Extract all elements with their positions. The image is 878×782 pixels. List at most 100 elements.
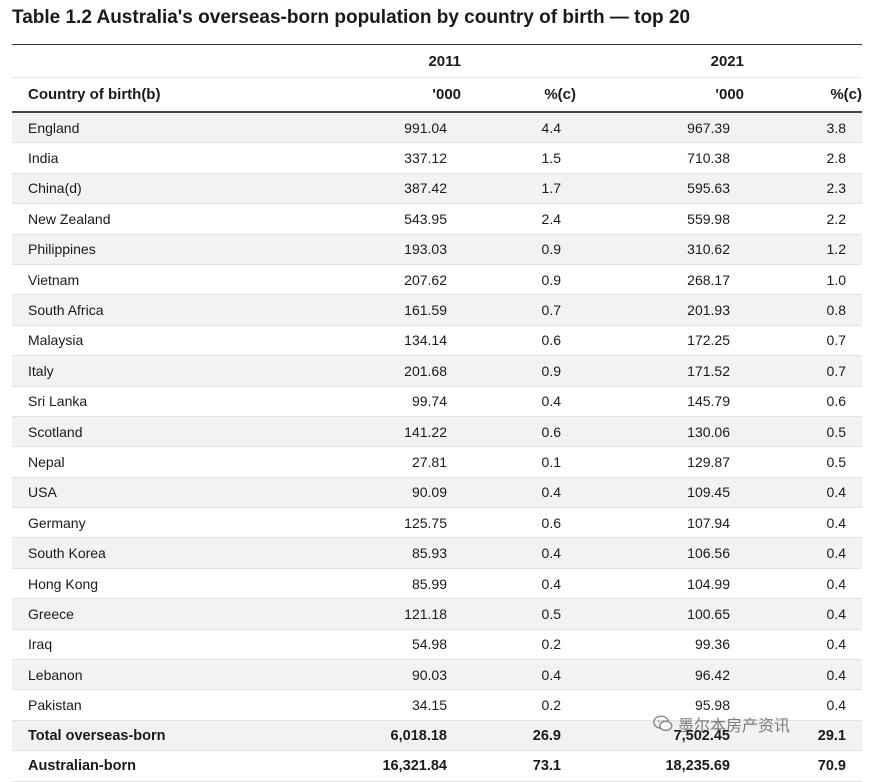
thousand-2021-cell: 104.99 [576,568,744,600]
thousand-2021-cell: 7,502.45 [576,719,744,752]
pct-2021-cell: 0.5 [744,416,862,448]
pct-2021-cell: 0.6 [744,386,862,417]
country-cell: New Zealand [12,203,249,235]
year-2021-header: 2021 [576,44,744,78]
table-row: China(d) 387.42 1.7 595.63 2.3 [12,173,862,205]
pct-2021-cell: 0.7 [744,325,862,357]
pct-2021-cell: 1.2 [744,234,862,265]
country-cell: Scotland [12,416,249,448]
pct-2021-cell: 0.5 [744,446,862,478]
blank-header-cell [461,44,576,78]
blank-header-cell [744,44,862,78]
pct-2021-cell: 0.4 [744,537,862,569]
country-cell: South Korea [12,537,249,569]
pct-2011-header: %(c) [461,77,576,113]
thousand-2011-cell: 201.68 [249,355,461,387]
thousand-2011-cell: 337.12 [249,142,461,174]
table-row: Pakistan 34.15 0.2 95.98 0.4 [12,689,862,721]
table-row: England 991.04 4.4 967.39 3.8 [12,112,862,144]
thousand-2021-cell: 595.63 [576,173,744,205]
thousand-2021-cell: 967.39 [576,112,744,144]
pct-2021-cell: 29.1 [744,719,862,752]
pct-2021-cell: 0.8 [744,294,862,326]
table-row: Lebanon 90.03 0.4 96.42 0.4 [12,659,862,691]
thousand-2011-cell: 207.62 [249,264,461,296]
country-cell: Vietnam [12,264,249,296]
thousand-2021-cell: 171.52 [576,355,744,387]
watermark-text: 墨尔本房产资讯 [678,718,791,735]
country-cell: Malaysia [12,325,249,357]
thousand-2011-cell: 161.59 [249,294,461,326]
year-2011-header: 2011 [249,44,461,78]
table-row: Sri Lanka 99.74 0.4 145.79 0.6 [12,386,862,417]
thousand-2021-cell: 145.79 [576,386,744,417]
country-cell: USA [12,477,249,509]
thousand-2011-cell: 90.09 [249,477,461,509]
country-cell: Lebanon [12,659,249,691]
pct-2011-cell: 0.9 [461,234,576,265]
thousand-2021-cell: 130.06 [576,416,744,448]
thousand-2011-cell: 543.95 [249,203,461,235]
table-row: Italy 201.68 0.9 171.52 0.7 [12,355,862,387]
country-cell: Hong Kong [12,568,249,600]
table-title: Table 1.2 Australia's overseas-born popu… [12,7,691,28]
pct-2021-cell: 2.3 [744,173,862,205]
thousand-2011-cell: 85.99 [249,568,461,600]
table-row: Hong Kong 85.99 0.4 104.99 0.4 [12,568,862,600]
thousand-2011-cell: 99.74 [249,386,461,417]
pct-2011-cell: 0.9 [461,264,576,296]
pct-2021-header: %(c) [744,77,862,113]
thousand-2021-cell: 559.98 [576,203,744,235]
table-row: Philippines 193.03 0.9 310.62 1.2 [12,234,862,265]
country-cell: India [12,142,249,174]
pct-2011-cell: 0.2 [461,689,576,721]
table-row: Germany 125.75 0.6 107.94 0.4 [12,507,862,539]
table-row: Nepal 27.81 0.1 129.87 0.5 [12,446,862,478]
thousand-2021-cell: 99.36 [576,629,744,661]
pct-2011-cell: 0.4 [461,477,576,509]
table-row: Malaysia 134.14 0.6 172.25 0.7 [12,325,862,357]
country-column-header: Country of birth(b) [12,77,249,113]
pct-2021-cell: 0.4 [744,507,862,539]
table-row: South Korea 85.93 0.4 106.56 0.4 [12,537,862,569]
thousand-2021-cell: 109.45 [576,477,744,509]
pct-2011-cell: 0.6 [461,507,576,539]
thousand-2011-cell: 90.03 [249,659,461,691]
table-row: Greece 121.18 0.5 100.65 0.4 [12,598,862,630]
total-row: Total overseas-born 6,018.18 26.9 7,502.45 2… [12,719,862,752]
pct-2011-cell: 0.9 [461,355,576,387]
thousand-2011-cell: 54.98 [249,629,461,661]
country-cell: Italy [12,355,249,387]
thousand-2011-cell: 193.03 [249,234,461,265]
table-row: South Africa 161.59 0.7 201.93 0.8 [12,294,862,326]
pct-2021-cell: 0.4 [744,629,862,661]
thousand-2021-cell: 100.65 [576,598,744,630]
pct-2011-cell: 26.9 [461,719,576,752]
pct-2011-cell: 0.1 [461,446,576,478]
pct-2021-cell: 0.4 [744,477,862,509]
pct-2011-cell: 0.6 [461,325,576,357]
table-row: India 337.12 1.5 710.38 2.8 [12,142,862,174]
pct-2011-cell: 4.4 [461,112,576,144]
thousand-2011-cell: 6,018.18 [249,719,461,752]
pct-2011-cell: 0.6 [461,416,576,448]
thousand-2011-cell: 387.42 [249,173,461,205]
country-cell: South Africa [12,294,249,326]
thousand-2011-cell: 134.14 [249,325,461,357]
country-cell: Nepal [12,446,249,478]
thousand-2011-cell: 125.75 [249,507,461,539]
table-row: Vietnam 207.62 0.9 268.17 1.0 [12,264,862,296]
thousand-2011-cell: 991.04 [249,112,461,144]
pct-2011-cell: 0.4 [461,659,576,691]
pct-2011-cell: 1.7 [461,173,576,205]
pct-2021-cell: 0.7 [744,355,862,387]
pct-2021-cell: 0.4 [744,689,862,721]
thousand-2011-cell: 121.18 [249,598,461,630]
pct-2011-cell: 0.4 [461,386,576,417]
country-cell: Sri Lanka [12,386,249,417]
column-header-row: Country of birth(b) '000 %(c) '000 %(c) [12,77,862,113]
thousand-2021-cell: 268.17 [576,264,744,296]
thousand-2011-cell: 85.93 [249,537,461,569]
country-cell: Germany [12,507,249,539]
thousand-2021-cell: 129.87 [576,446,744,478]
